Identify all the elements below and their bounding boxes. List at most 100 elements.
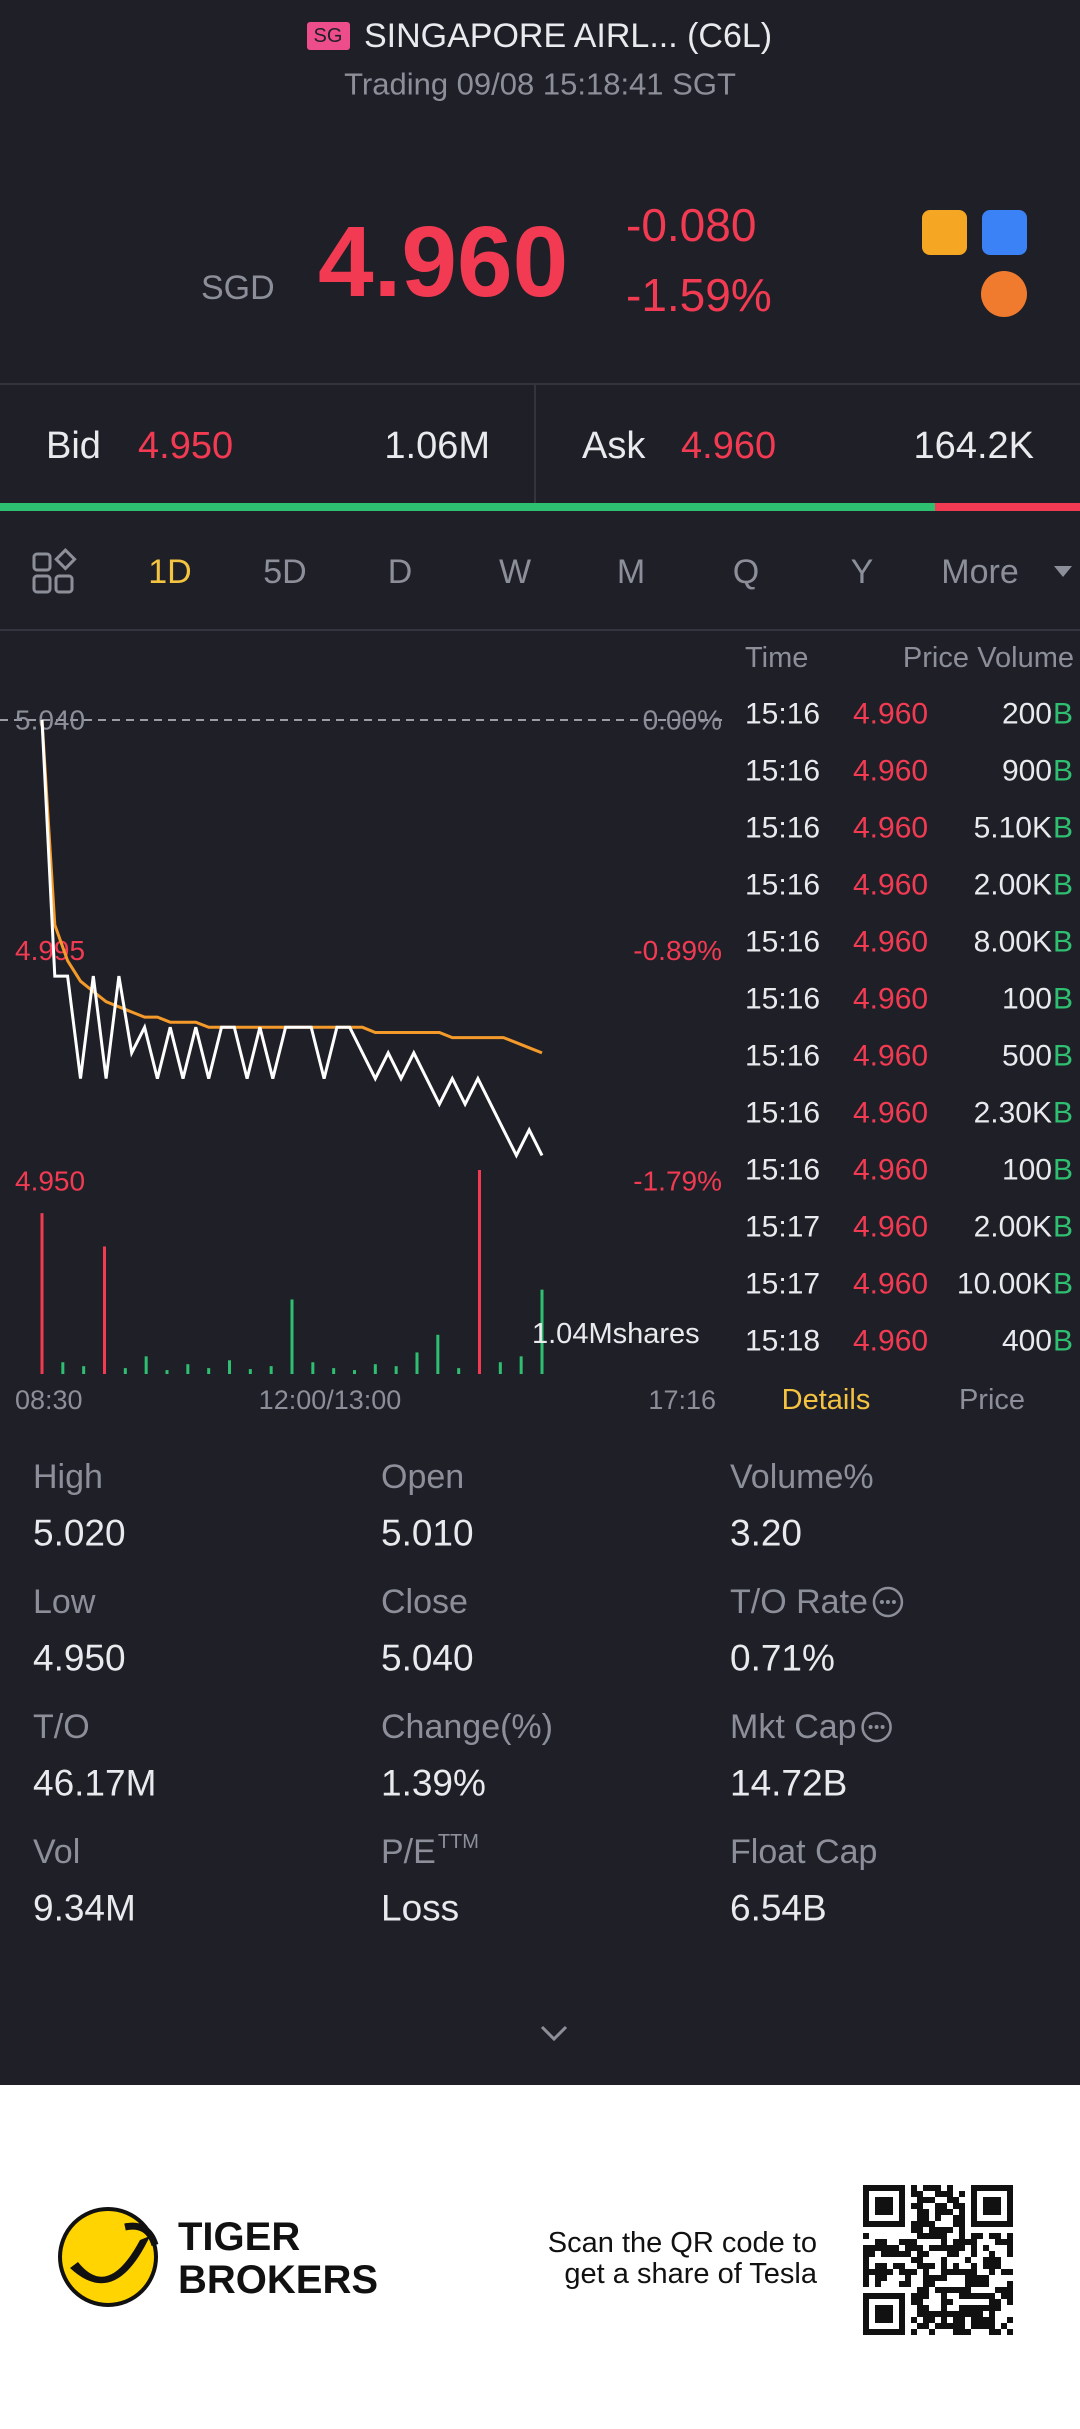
qr-module <box>977 2293 983 2299</box>
trade-time: 15:17 <box>745 1211 820 1244</box>
qr-module <box>941 2299 947 2305</box>
trade-volume: 2.00K <box>974 869 1052 902</box>
qr-module <box>887 2269 893 2275</box>
volume-bar <box>186 1364 190 1374</box>
more-arrow[interactable] <box>1054 566 1072 577</box>
brand-name: BROKERS <box>178 2258 378 2302</box>
qr-module <box>1007 2293 1013 2299</box>
info-icon[interactable] <box>861 1711 892 1743</box>
trade-price: 4.960 <box>853 1325 928 1358</box>
qr-module <box>977 2281 983 2287</box>
qr-module <box>959 2305 965 2311</box>
trade-side: B <box>1053 1154 1073 1187</box>
stat-label: P/E <box>381 1833 436 1871</box>
qr-module <box>875 2263 881 2269</box>
qr-module <box>923 2281 929 2287</box>
qr-module <box>959 2245 965 2251</box>
qr-module <box>971 2311 977 2317</box>
volume-bar <box>519 1356 523 1374</box>
time-label: 12:00/13:00 <box>259 1385 402 1415</box>
qr-module <box>1001 2269 1007 2275</box>
qr-module <box>971 2245 977 2251</box>
trade-time: 15:16 <box>745 755 820 788</box>
info-icon-dot <box>880 1725 885 1729</box>
qr-finder <box>863 2185 905 2227</box>
trade-time: 15:16 <box>745 698 820 731</box>
qr-module <box>863 2245 869 2251</box>
trade-side: B <box>1053 926 1073 959</box>
qr-module <box>983 2263 989 2269</box>
trade-volume: 400 <box>1002 1325 1052 1358</box>
trade-volume: 100 <box>1002 983 1052 1016</box>
qr-module <box>917 2257 923 2263</box>
qr-module <box>905 2275 911 2281</box>
stat-value: 14.72B <box>730 1763 847 1804</box>
volume-bar <box>540 1289 544 1374</box>
qr-module <box>929 2221 935 2227</box>
dollar-icon[interactable] <box>922 210 967 255</box>
stat-value: 5.020 <box>33 1513 126 1554</box>
qr-module <box>941 2317 947 2323</box>
qr-finder <box>971 2185 1013 2227</box>
volume-bar <box>144 1356 148 1374</box>
expand-chevron[interactable] <box>540 2025 568 2042</box>
logo-stripe <box>70 2236 150 2284</box>
qr-module <box>971 2239 977 2245</box>
qr-module <box>917 2233 923 2239</box>
trade-price: 4.960 <box>853 755 928 788</box>
qr-module <box>953 2239 959 2245</box>
qr-module <box>917 2191 923 2197</box>
option-icon[interactable] <box>981 271 1027 317</box>
flash-icon[interactable] <box>982 210 1027 255</box>
qr-module <box>965 2269 971 2275</box>
grid-icon-cell[interactable] <box>54 574 74 594</box>
volume-bar <box>123 1368 127 1374</box>
qr-module <box>929 2317 935 2323</box>
qr-module <box>959 2191 965 2197</box>
grid-icon-cell[interactable] <box>54 547 77 571</box>
trade-price: 4.960 <box>853 1268 928 1301</box>
qr-module <box>953 2287 959 2293</box>
table-tab[interactable]: Price <box>959 1384 1025 1416</box>
ask-price: 4.960 <box>681 425 776 467</box>
qr-module <box>959 2233 965 2239</box>
qr-module <box>929 2197 935 2203</box>
qr-module <box>959 2239 965 2245</box>
qr-module <box>953 2251 959 2257</box>
qr-module <box>959 2317 965 2323</box>
pct-tick-label: -1.79% <box>633 1166 722 1197</box>
qr-module <box>941 2287 947 2293</box>
info-icon-dot <box>891 1600 896 1604</box>
promo-text: Scan the QR code to <box>548 2227 817 2259</box>
table-tab[interactable]: Details <box>782 1384 871 1416</box>
qr-module <box>977 2311 983 2317</box>
qr-module <box>941 2245 947 2251</box>
qr-module <box>953 2221 959 2227</box>
trade-volume: 5.10K <box>974 812 1052 845</box>
qr-module <box>941 2275 947 2281</box>
qr-module <box>917 2263 923 2269</box>
info-icon[interactable] <box>872 1586 904 1618</box>
trade-price: 4.960 <box>853 926 928 959</box>
qr-module <box>863 2233 869 2239</box>
trade-volume: 2.30K <box>974 1097 1052 1130</box>
qr-module <box>989 2329 995 2335</box>
trade-side: B <box>1053 1325 1073 1358</box>
qr-module <box>893 2251 899 2257</box>
qr-module <box>1007 2317 1013 2323</box>
qr-module <box>965 2311 971 2317</box>
qr-module <box>875 2275 881 2281</box>
qr-module <box>935 2311 941 2317</box>
grid-icon-cell[interactable] <box>32 574 52 594</box>
qr-module <box>887 2251 893 2257</box>
qr-module <box>983 2323 989 2329</box>
stat-value: 4.950 <box>33 1638 126 1679</box>
qr-module <box>923 2317 929 2323</box>
grid-icon-cell[interactable] <box>32 552 52 572</box>
market-label: SG <box>314 25 343 47</box>
qr-module <box>911 2185 917 2191</box>
qr-module <box>1001 2323 1007 2329</box>
qr-module <box>947 2287 953 2293</box>
qr-module <box>911 2221 917 2227</box>
qr-module <box>1007 2269 1013 2275</box>
